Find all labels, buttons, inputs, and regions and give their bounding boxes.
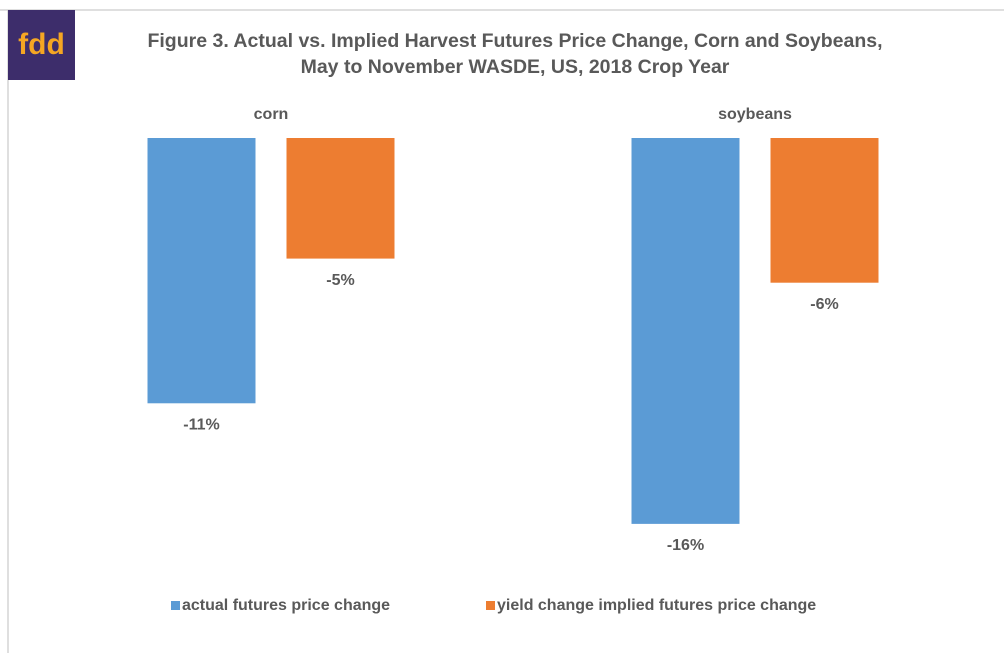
category-label: corn: [254, 106, 289, 123]
legend-label: actual futures price change: [182, 597, 390, 614]
legend-swatch: [486, 601, 495, 610]
legend-swatch: [171, 601, 180, 610]
data-label: -6%: [810, 296, 838, 313]
bar: [631, 138, 740, 524]
chart-title: Figure 3. Actual vs. Implied Harvest Fut…: [147, 30, 883, 78]
bar: [770, 138, 879, 283]
data-label: -16%: [667, 537, 704, 554]
data-label: -11%: [183, 417, 219, 434]
data-label: -5%: [326, 272, 354, 289]
category-label: soybeans: [718, 106, 792, 123]
legend-label: yield change implied futures price chang…: [497, 597, 816, 614]
bar: [147, 138, 256, 404]
logo: fdd: [8, 10, 75, 80]
bar: [286, 138, 395, 259]
